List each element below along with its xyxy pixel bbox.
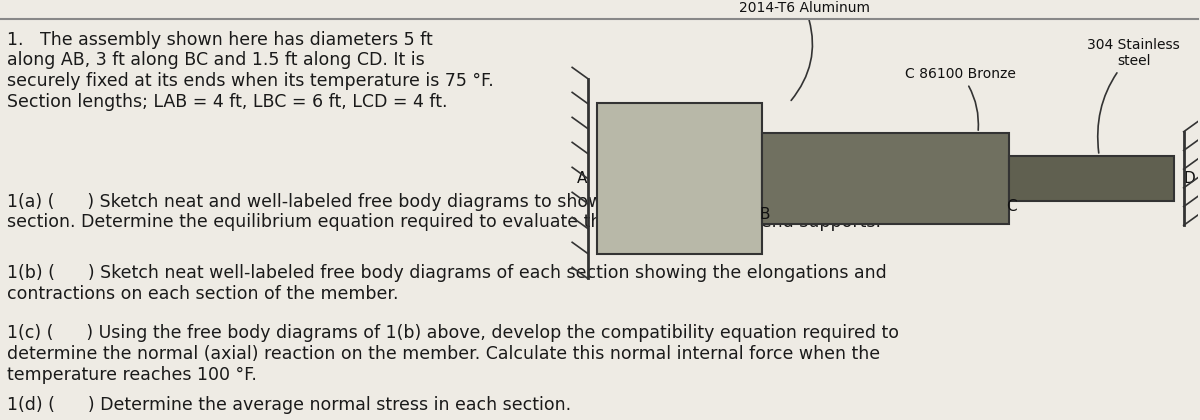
- Text: D: D: [1183, 171, 1195, 186]
- Text: 1(c) (      ) Using the free body diagrams of 1(b) above, develop the compatibil: 1(c) ( ) Using the free body diagrams of…: [7, 325, 899, 384]
- Text: B: B: [760, 207, 769, 221]
- Text: A: A: [577, 171, 588, 186]
- Text: 1(b) (      ) Sketch neat well-labeled free body diagrams of each section showin: 1(b) ( ) Sketch neat well-labeled free b…: [7, 265, 887, 303]
- Text: 2014-T6 Aluminum: 2014-T6 Aluminum: [739, 0, 870, 100]
- FancyBboxPatch shape: [762, 133, 1009, 224]
- Text: 1(d) (      ) Determine the average normal stress in each section.: 1(d) ( ) Determine the average normal st…: [7, 396, 571, 415]
- Text: C: C: [1007, 199, 1018, 213]
- FancyBboxPatch shape: [1009, 156, 1174, 201]
- FancyBboxPatch shape: [598, 102, 762, 255]
- Text: 1(a) (      ) Sketch neat and well-labeled free body diagrams to show the intern: 1(a) ( ) Sketch neat and well-labeled fr…: [7, 192, 881, 231]
- Text: 304 Stainless
steel: 304 Stainless steel: [1087, 38, 1180, 153]
- Text: C 86100 Bronze: C 86100 Bronze: [905, 67, 1016, 130]
- Text: 1.   The assembly shown here has diameters 5 ft
along AB, 3 ft along BC and 1.5 : 1. The assembly shown here has diameters…: [7, 31, 494, 111]
